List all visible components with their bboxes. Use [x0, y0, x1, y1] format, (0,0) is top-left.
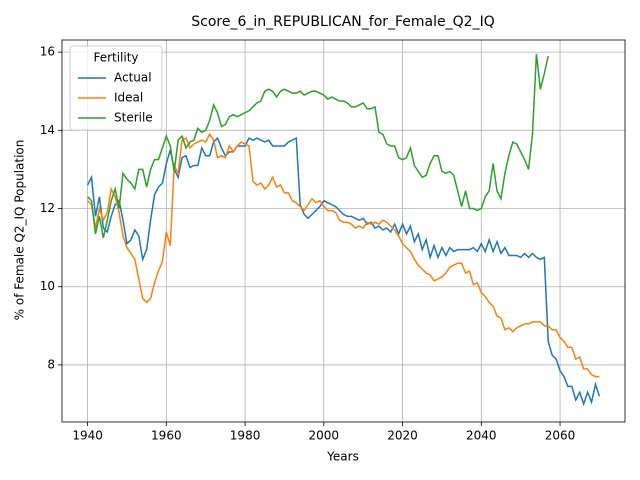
data-line — [87, 53, 549, 239]
y-tick-label: 16 — [40, 45, 55, 59]
legend: Fertility Actual Ideal Sterile — [69, 45, 163, 131]
legend-label: Sterile — [114, 111, 153, 125]
legend-label: Actual — [114, 71, 152, 85]
y-axis-label: % of Female Q2_IQ Population — [13, 140, 27, 321]
legend-label: Ideal — [114, 91, 143, 105]
legend-title: Fertility — [93, 51, 138, 65]
y-tick-label: 10 — [40, 279, 55, 293]
data-line — [87, 132, 600, 378]
legend-box — [69, 45, 163, 131]
x-axis-label: Years — [326, 450, 359, 464]
x-tick-label: 2040 — [466, 429, 497, 443]
plot-frame — [61, 39, 626, 423]
chart-title: Score_6_in_REPUBLICAN_for_Female_Q2_IQ — [191, 14, 494, 30]
data-line — [86, 136, 601, 407]
y-tick-label: 8 — [47, 357, 55, 371]
x-tick-label: 2060 — [545, 429, 576, 443]
y-tick-label: 14 — [40, 123, 55, 137]
x-tick-label: 1960 — [151, 429, 182, 443]
x-tick-label: 2020 — [387, 429, 418, 443]
y-tick-label: 12 — [40, 201, 55, 215]
x-tick-label: 1980 — [230, 429, 261, 443]
x-tick-label: 1940 — [72, 429, 103, 443]
x-tick-label: 2000 — [309, 429, 340, 443]
